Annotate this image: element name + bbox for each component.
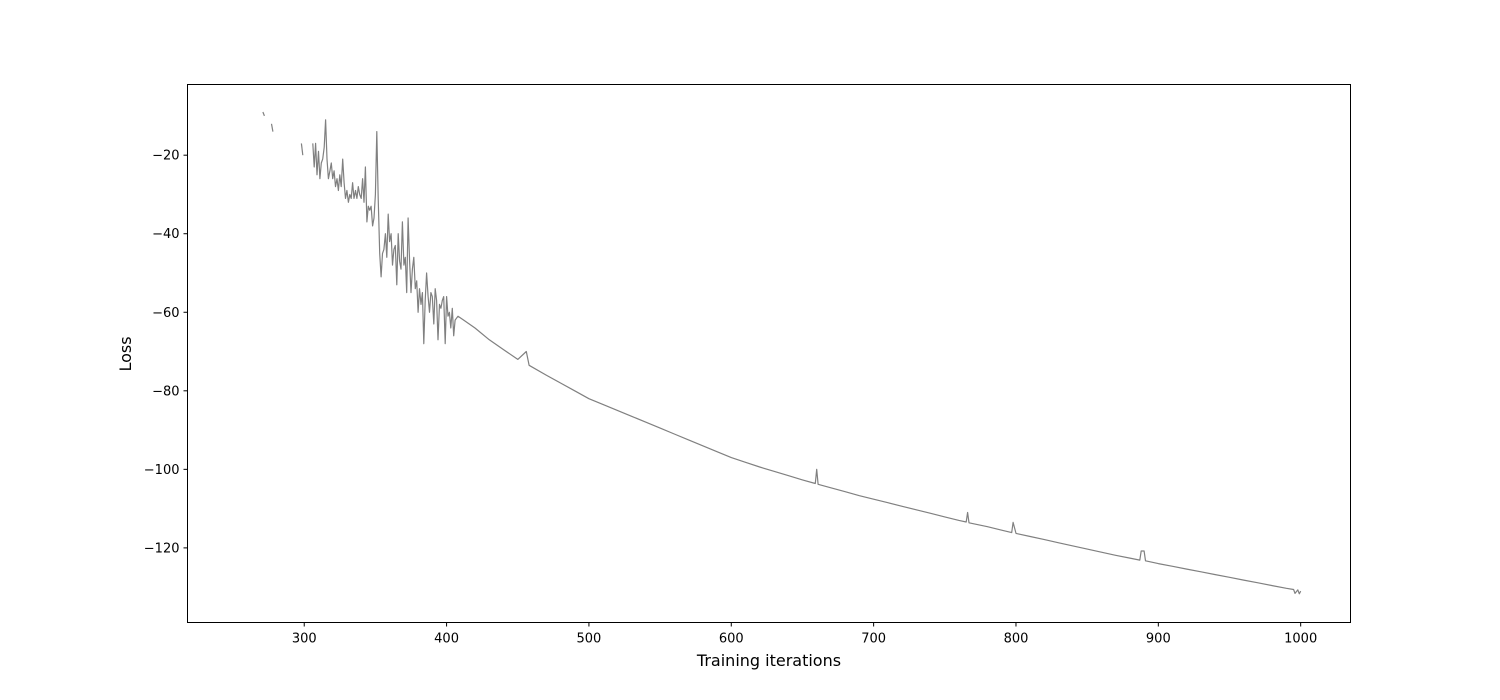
y-tick-label: −80	[152, 384, 179, 399]
x-tick-label: 900	[1146, 632, 1171, 647]
loss-line-segment	[312, 119, 1302, 595]
y-tick-label: −100	[144, 463, 180, 478]
y-tick-label: −120	[144, 541, 180, 556]
y-tick-label: −40	[152, 227, 179, 242]
x-tick-label: 1000	[1284, 632, 1317, 647]
plot-frame	[187, 84, 1351, 623]
loss-line-segment	[262, 111, 265, 117]
y-tick-label: −60	[152, 306, 179, 321]
x-tick-label: 700	[861, 632, 886, 647]
x-axis-label: Training iterations	[696, 651, 841, 670]
plot-area	[262, 111, 1302, 595]
axis-ticks: 300 400 500 600 700 800 900 1000 −20 −40 −60 −80 −10…	[144, 149, 1317, 647]
x-tick-label: 600	[719, 632, 744, 647]
y-tick-label: −20	[152, 149, 179, 164]
x-tick-label: 500	[577, 632, 602, 647]
loss-line-segment	[270, 123, 274, 132]
y-axis-label: Loss	[116, 336, 135, 371]
x-tick-label: 400	[434, 632, 459, 647]
x-tick-label: 300	[292, 632, 317, 647]
loss-line-segment	[300, 143, 304, 156]
x-tick-label: 800	[1004, 632, 1029, 647]
